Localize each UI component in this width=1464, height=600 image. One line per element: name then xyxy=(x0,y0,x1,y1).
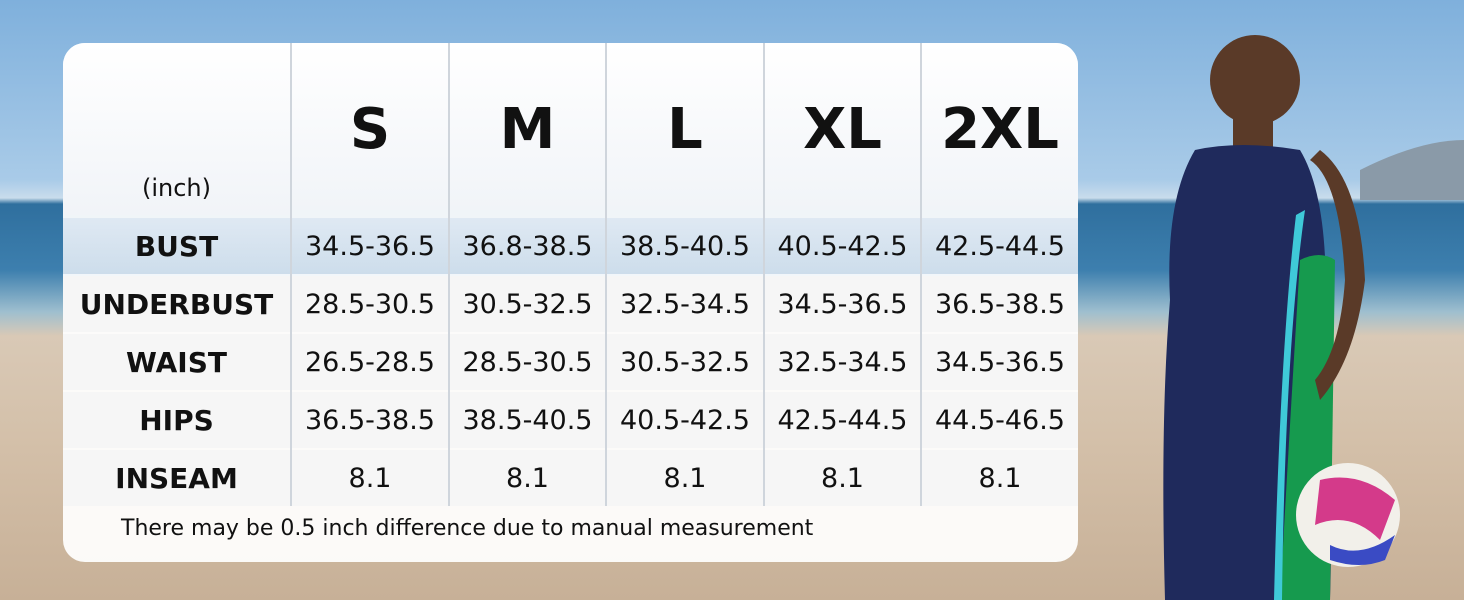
size-header: 2XL xyxy=(922,43,1078,210)
cell-value: 36.5-38.5 xyxy=(935,288,1065,320)
row-label: WAIST xyxy=(126,345,227,379)
row-bg xyxy=(63,450,1078,506)
cell-value: 36.5-38.5 xyxy=(305,404,435,436)
column-divider xyxy=(605,43,607,506)
cell-value: 40.5-42.5 xyxy=(620,404,750,436)
row-label: HIPS xyxy=(139,403,214,437)
hill xyxy=(1360,140,1464,200)
ball-panel xyxy=(1315,477,1395,540)
cell-value: 8.1 xyxy=(348,462,392,494)
cell-value: 30.5-32.5 xyxy=(462,288,593,320)
cell-value: 26.5-28.5 xyxy=(305,346,435,378)
header-corner xyxy=(63,43,290,215)
column-divider xyxy=(290,43,292,506)
size-chart: (inch) S M L XL 2XL BUST 34.5-36.5 36.8-38.5 38.5… xyxy=(63,43,1078,562)
cell-value: 28.5-30.5 xyxy=(305,288,435,320)
size-header: M xyxy=(450,43,605,210)
row-label: BUST xyxy=(134,229,219,263)
row-label: INSEAM xyxy=(115,461,238,495)
row-bg xyxy=(63,392,1078,448)
cell-value: 44.5-46.5 xyxy=(935,404,1065,436)
ball-panel xyxy=(1330,535,1395,565)
cell-value: 34.5-36.5 xyxy=(305,230,435,262)
note: There may be 0.5 inch difference due to … xyxy=(121,516,814,541)
cell-value: 38.5-40.5 xyxy=(620,230,750,262)
head xyxy=(1210,35,1300,125)
size-header: XL xyxy=(765,43,920,210)
cell-value: 34.5-36.5 xyxy=(777,288,908,320)
cell-value: 8.1 xyxy=(506,462,549,494)
cell-value: 32.5-34.5 xyxy=(620,288,750,320)
cell-value: 8.1 xyxy=(663,462,707,494)
row-bg xyxy=(63,334,1078,390)
arm xyxy=(1310,150,1365,400)
column-divider xyxy=(920,43,922,506)
cell-value: 34.5-36.5 xyxy=(935,346,1065,378)
cell-value: 28.5-30.5 xyxy=(462,346,593,378)
size-header: L xyxy=(607,43,763,210)
size-header: S xyxy=(292,43,448,210)
row-label: UNDERBUST xyxy=(79,287,274,321)
cell-value: 38.5-40.5 xyxy=(462,404,593,436)
cell-value: 32.5-34.5 xyxy=(777,346,908,378)
stripe xyxy=(1274,210,1305,600)
cell-value: 8.1 xyxy=(821,462,864,494)
cell-value: 36.8-38.5 xyxy=(462,230,593,262)
row-bg xyxy=(63,276,1078,332)
cell-value: 30.5-32.5 xyxy=(620,346,750,378)
cell-value: 8.1 xyxy=(978,462,1022,494)
column-divider xyxy=(448,43,450,506)
cell-value: 40.5-42.5 xyxy=(777,230,908,262)
cell-value: 42.5-44.5 xyxy=(935,230,1065,262)
unit-label: (inch) xyxy=(141,174,211,202)
cell-value: 42.5-44.5 xyxy=(777,404,908,436)
column-divider xyxy=(763,43,765,506)
row-bg xyxy=(63,218,1078,274)
